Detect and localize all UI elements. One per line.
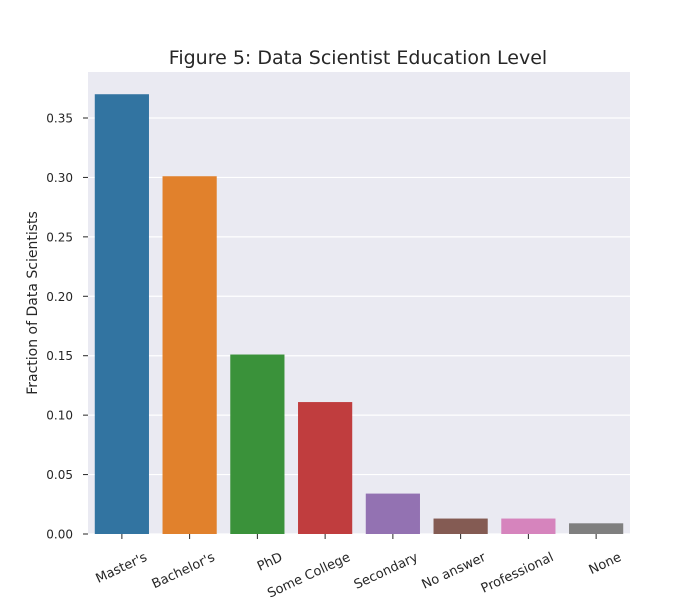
x-tick-label: Professional [479, 550, 556, 597]
y-tick-label: 0.15 [46, 349, 73, 363]
bar [433, 518, 488, 534]
chart-title: Figure 5: Data Scientist Education Level [169, 47, 547, 69]
x-tick-label: Master's [94, 550, 150, 587]
bar [94, 94, 149, 535]
bar [365, 493, 420, 534]
bar [569, 523, 624, 534]
bar [298, 402, 353, 534]
y-tick-label: 0.20 [46, 290, 73, 304]
bar [162, 176, 217, 535]
bars [94, 94, 624, 535]
x-tick-label: No answer [420, 550, 489, 593]
bar [501, 518, 556, 534]
x-tick-label: Secondary [352, 550, 421, 593]
x-tick-label: Bachelor's [150, 550, 218, 592]
y-tick-label: 0.35 [46, 111, 73, 125]
x-tick-label: PhD [255, 550, 285, 575]
y-tick-label: 0.05 [46, 468, 73, 482]
y-tick-label: 0.30 [46, 171, 73, 185]
y-axis-label: Fraction of Data Scientists [25, 211, 41, 395]
x-tick-label: None [587, 550, 624, 578]
y-tick-label: 0.25 [46, 230, 73, 244]
y-tick-label: 0.00 [46, 528, 73, 542]
y-axis-ticks: 0.00 0.05 0.10 0.15 0.20 0.25 0.30 0.35 [46, 111, 88, 542]
y-tick-label: 0.10 [46, 409, 73, 423]
bar [230, 354, 285, 534]
